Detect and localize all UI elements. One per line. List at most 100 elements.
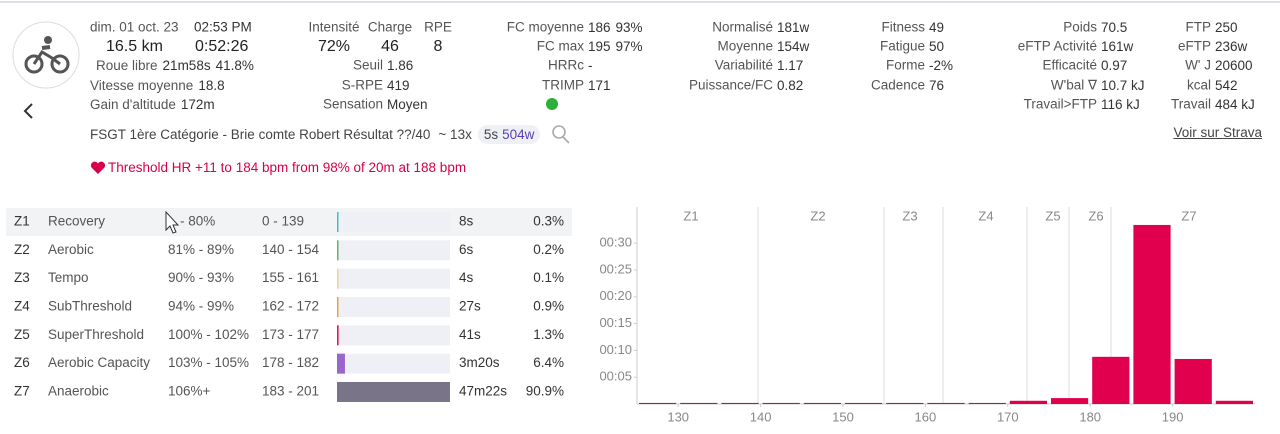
stat-label: Sensation — [323, 97, 383, 112]
stat-label: Puissance/FC — [689, 78, 773, 93]
activity-duration: 0:52:26 — [195, 38, 248, 55]
stat-value: - — [588, 58, 593, 73]
stat-label: Normalisé — [712, 20, 773, 35]
back-button[interactable] — [23, 103, 33, 119]
stat-label: FC moyenne — [507, 20, 584, 35]
zone-time: 4s — [459, 270, 474, 285]
stat-value: 171 — [588, 78, 611, 93]
x-tick-label: 140 — [750, 409, 772, 424]
zone-label: Z3 — [902, 208, 917, 223]
histogram-bar — [845, 402, 883, 404]
zone-hr: 155 - 161 — [262, 270, 319, 285]
zone-bar — [337, 325, 339, 346]
stat-value: -2% — [929, 58, 953, 73]
zone-name: Anaerobic — [48, 384, 109, 399]
x-tick-label: 190 — [1162, 409, 1184, 424]
stat-value: 161w — [1101, 39, 1134, 54]
stat-label: eFTP Activité — [1018, 39, 1097, 54]
stat-value: 1.17 — [777, 58, 803, 73]
x-tick-label: 150 — [832, 409, 854, 424]
strava-link[interactable]: Voir sur Strava — [1173, 125, 1262, 140]
zone-percent: 0.1% — [533, 270, 564, 285]
stat-value: 50 — [929, 39, 944, 54]
zone-name: Tempo — [48, 270, 89, 285]
zone-bar — [337, 381, 450, 402]
row-highlight — [6, 208, 572, 236]
stat-label: Poids — [1063, 20, 1097, 35]
stat-value-group: 161w — [1101, 39, 1134, 54]
zone-name: SuperThreshold — [48, 327, 144, 342]
histogram-bar — [886, 402, 924, 404]
stat-value-group: 186 93% — [588, 20, 643, 35]
stat-value: 1.86 — [387, 58, 413, 73]
stat-value-group: 10.7 kJ — [1101, 78, 1145, 93]
zone-name: Recovery — [48, 214, 105, 229]
zone-name: SubThreshold — [48, 299, 132, 314]
zone-percent: 1.3% — [533, 327, 564, 342]
threshold-text: Threshold HR +11 to 184 bpm from 98% of … — [108, 160, 467, 175]
stat-value-group: -2% — [929, 58, 953, 73]
zone-track — [337, 296, 450, 317]
histogram-bar — [721, 402, 759, 404]
activity-title[interactable]: FSGT 1ère Catégorie - Brie comte Robert … — [90, 127, 431, 142]
stat-extra: 97% — [616, 39, 643, 54]
stat-label: Vitesse moyenne — [90, 78, 193, 93]
zone-hr: 173 - 177 — [262, 327, 319, 342]
zone-percent: 0.9% — [533, 299, 564, 314]
title-row: FSGT 1ère Catégorie - Brie comte Robert … — [90, 125, 541, 144]
stat-value: 542 — [1215, 78, 1238, 93]
x-tick-label: 180 — [1079, 409, 1101, 424]
mouse-cursor — [165, 210, 180, 234]
stat-value-group: 154w — [777, 39, 810, 54]
stat-value-group: 0.82 — [777, 78, 803, 93]
left-stat: Roue libre 21m58s 41.8% — [96, 58, 254, 73]
stat-label: Gain d'altitude — [90, 97, 176, 112]
stat-value-group: 542 — [1215, 78, 1238, 93]
stat-value-group: 1.86 — [387, 58, 413, 73]
left-stat: Vitesse moyenne 18.8 — [90, 78, 225, 93]
zone-track — [337, 353, 450, 374]
search-icon[interactable] — [552, 125, 570, 144]
threshold-row: Threshold HR +11 to 184 bpm from 98% of … — [90, 160, 466, 175]
x-tick-label: 130 — [667, 409, 689, 424]
zone-track — [337, 325, 450, 346]
zone-bar — [337, 240, 339, 261]
histogram-bar — [927, 402, 965, 404]
activity-date: dim. 01 oct. 23 — [90, 20, 179, 35]
stat-value-group: 116 kJ — [1101, 97, 1140, 112]
stat-value: 21m58s — [163, 58, 211, 73]
stat-value-group: 419 — [387, 78, 410, 93]
zone-id: Z5 — [14, 327, 30, 342]
stat-value: 116 kJ — [1101, 97, 1140, 112]
zone-label: Z4 — [978, 208, 993, 223]
zone-label: Z7 — [1181, 208, 1196, 223]
stat-value-group: 70.5 — [1101, 20, 1127, 35]
activity-distance: 16.5 km — [106, 38, 163, 55]
stat-extra: 41.8% — [216, 58, 254, 73]
zone-label: Z1 — [683, 208, 698, 223]
histogram-bar — [762, 402, 800, 404]
zone-pct: 103% - 105% — [168, 355, 249, 370]
stat-value: 186 — [588, 20, 611, 35]
stat-value-group: 195 97% — [588, 39, 643, 54]
zone-bar — [337, 268, 339, 289]
histogram-bar — [1133, 224, 1171, 404]
stat-value-group: 250 — [1215, 20, 1238, 35]
stat-value-group: - — [588, 58, 593, 73]
y-tick-label: 00:05 — [599, 369, 632, 384]
zone-hr: 178 - 182 — [262, 355, 319, 370]
stat-extra: 93% — [616, 20, 643, 35]
histogram-bar — [1092, 356, 1130, 404]
zone-bar — [337, 212, 339, 232]
stat-label: FC max — [537, 39, 585, 54]
stat-label: eFTP — [1178, 39, 1211, 54]
load-header: RPE — [424, 20, 452, 35]
stat-value: 18.8 — [198, 78, 224, 93]
zone-name: Aerobic — [48, 242, 94, 257]
stat-value-group: 1.17 — [777, 58, 803, 73]
histogram-bar — [803, 402, 841, 404]
zone-label: Z2 — [810, 208, 825, 223]
stat-label: Moyenne — [717, 39, 773, 54]
stat-value-group: 49 — [929, 20, 944, 35]
zone-label: Z5 — [1045, 208, 1060, 223]
